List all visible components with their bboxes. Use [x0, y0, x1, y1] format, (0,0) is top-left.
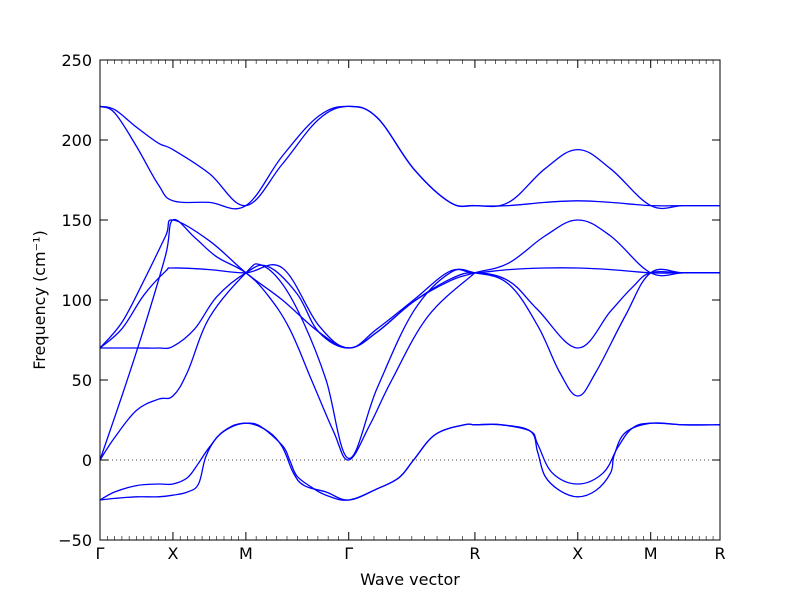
x-tick-label: M — [239, 544, 253, 563]
x-tick-label: Γ — [96, 544, 105, 563]
x-tick-label: X — [167, 544, 178, 563]
band-line-1 — [99, 105, 720, 210]
y-axis-label: Frequency (cm⁻¹) — [30, 230, 49, 369]
x-tick-label: Γ — [344, 544, 353, 563]
band-line-3 — [99, 219, 720, 349]
x-tick-label: X — [572, 544, 583, 563]
band-line-5 — [100, 264, 720, 350]
band-line-4 — [99, 264, 720, 349]
y-tick-label: 200 — [61, 131, 92, 150]
x-tick-label: R — [714, 544, 725, 563]
y-tick-label: 0 — [82, 451, 92, 470]
band-line-2 — [99, 105, 720, 210]
band-line-7 — [99, 218, 476, 461]
y-tick-label: 250 — [61, 51, 92, 70]
plot-frame — [99, 59, 721, 541]
axis-ticks: −50 0 50 100 150 200 250 Γ X M Γ R X M R — [58, 51, 725, 563]
band-line-8 — [99, 422, 721, 501]
x-tick-label: M — [644, 544, 658, 563]
y-tick-label: −50 — [58, 531, 92, 550]
band-line-9 — [99, 422, 721, 501]
y-tick-label: 150 — [61, 211, 92, 230]
x-axis-label: Wave vector — [360, 570, 460, 589]
x-tick-label: R — [469, 544, 480, 563]
y-tick-label: 50 — [72, 371, 92, 390]
plot-area — [99, 105, 721, 501]
y-tick-label: 100 — [61, 291, 92, 310]
band-line-6 — [99, 263, 720, 461]
